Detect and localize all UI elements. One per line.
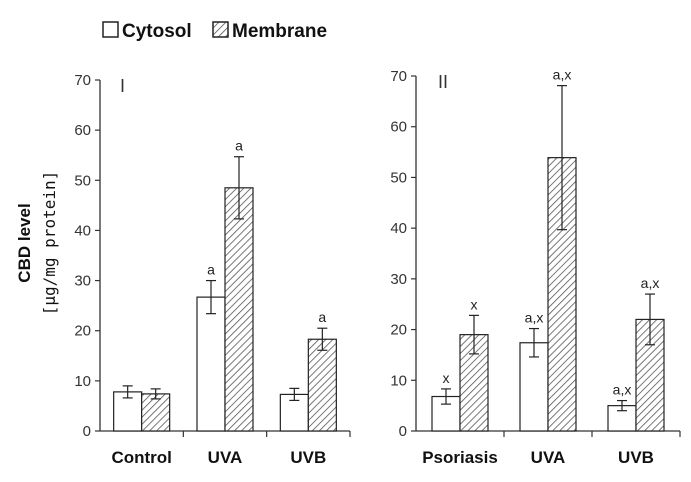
y-tick-label: 20 — [74, 323, 91, 340]
significance-label: a,x — [525, 310, 544, 326]
category-label: UVB — [618, 448, 654, 467]
y-tick-label: 10 — [74, 373, 91, 390]
y-tick-label: 20 — [390, 322, 407, 339]
legend-swatch-cytosol — [102, 21, 119, 38]
y-tick-label: 0 — [399, 423, 407, 440]
significance-label: a — [207, 262, 215, 278]
bar-membrane — [224, 187, 254, 432]
category-label: Control — [111, 448, 171, 467]
significance-label: a,x — [613, 382, 632, 398]
category-label: UVB — [290, 448, 326, 467]
y-tick-label: 30 — [74, 273, 91, 290]
y-tick-label: 0 — [83, 423, 91, 440]
y-tick-label: 40 — [390, 220, 407, 237]
legend-label-cytosol: Cytosol — [122, 21, 192, 42]
panel-label: I — [120, 76, 125, 96]
y-axis-label: CBD level [µg/mg protein] — [15, 171, 59, 316]
bar-cytosol — [196, 296, 226, 432]
significance-label: a,x — [553, 67, 572, 83]
y-tick-label: 40 — [74, 222, 91, 239]
legend: Cytosol Membrane — [102, 21, 327, 42]
y-axis-label-line1: CBD level — [15, 203, 34, 282]
significance-label: a,x — [641, 275, 660, 291]
category-label: UVA — [531, 448, 566, 467]
bar-membrane — [307, 338, 337, 432]
panel-label: II — [438, 72, 448, 92]
significance-label: x — [471, 296, 478, 312]
significance-label: x — [443, 370, 450, 386]
y-axis-label-line2: [µg/mg protein] — [40, 171, 59, 316]
significance-label: a — [318, 309, 326, 325]
y-tick-label: 30 — [390, 271, 407, 288]
y-tick-label: 70 — [390, 68, 407, 85]
y-tick-label: 70 — [74, 72, 91, 89]
y-tick-label: 10 — [390, 372, 407, 389]
significance-label: a — [235, 138, 243, 154]
panel-ii: 0 10 20 30 40 50 60 70 II Psoriasis x x UVA a,x a,x UVB… — [390, 67, 681, 467]
y-tick-label: 60 — [390, 119, 407, 136]
y-tick-label: 50 — [74, 172, 91, 189]
panel-i: 0 10 20 30 40 50 60 70 I Control UVA a a UVB a — [74, 72, 351, 467]
legend-swatch-membrane — [212, 21, 229, 38]
y-tick-label: 60 — [74, 122, 91, 139]
category-label: Psoriasis — [422, 448, 498, 467]
category-label: UVA — [208, 448, 243, 467]
y-tick-label: 50 — [390, 169, 407, 186]
legend-label-membrane: Membrane — [232, 21, 327, 42]
